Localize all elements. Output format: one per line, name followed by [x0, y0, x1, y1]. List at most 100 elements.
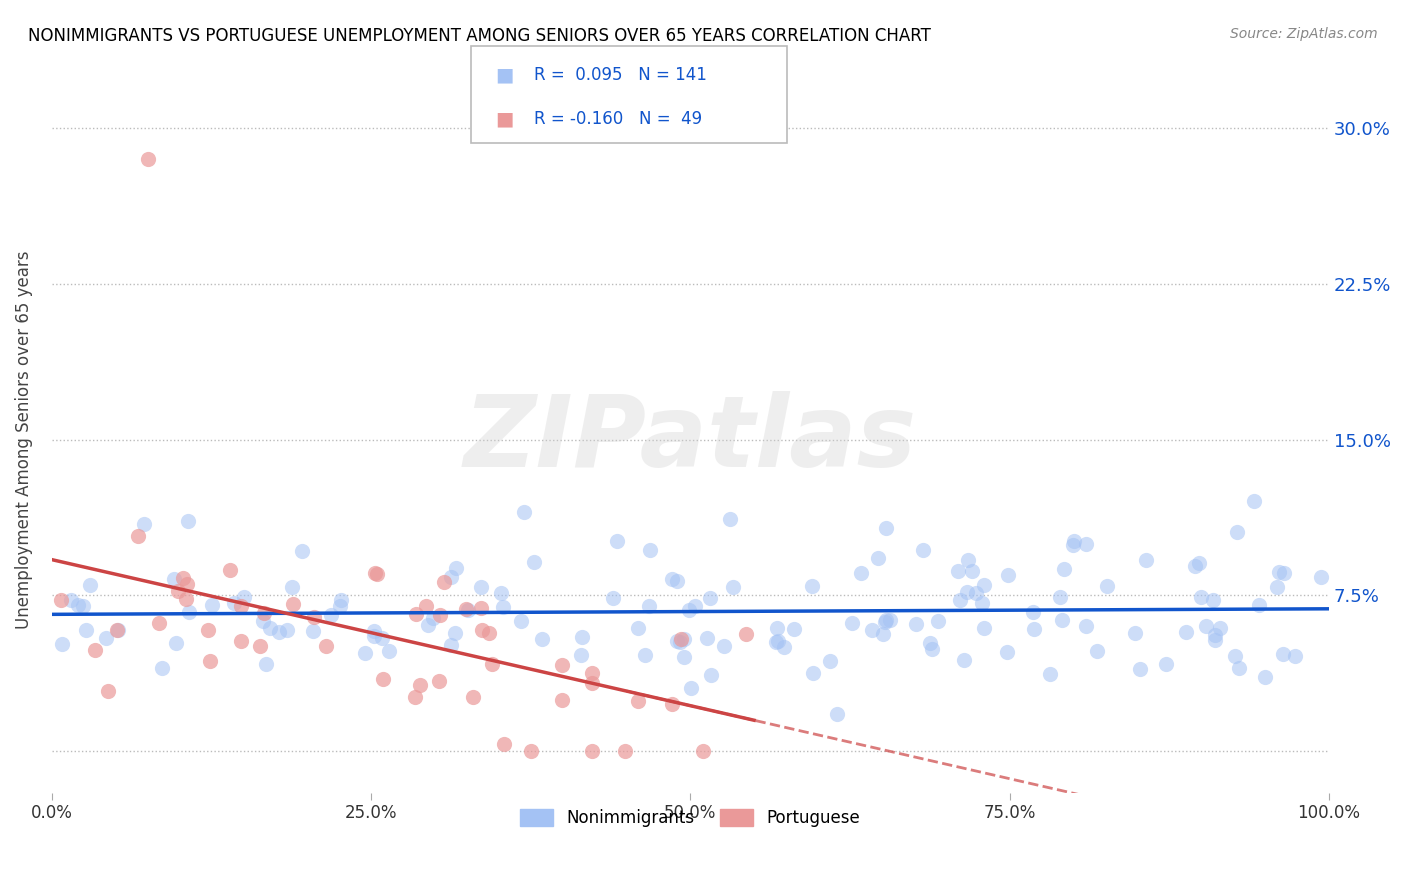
Point: [1154, 657, 1177, 671]
Point: [252, 614, 274, 628]
Point: [366, 566, 388, 581]
Point: [443, 626, 465, 640]
Point: [1175, 625, 1198, 640]
Point: [1076, 619, 1098, 633]
Point: [51, 637, 73, 651]
Point: [713, 639, 735, 653]
Point: [569, 648, 592, 662]
Text: ■: ■: [495, 109, 513, 128]
Point: [720, 512, 742, 526]
Point: [105, 624, 128, 638]
Point: [254, 657, 277, 672]
Point: [429, 608, 451, 623]
Point: [457, 603, 479, 617]
Point: [1129, 662, 1152, 676]
Point: [148, 615, 170, 630]
Point: [638, 543, 661, 558]
Point: [879, 613, 901, 627]
Point: [1074, 537, 1097, 551]
Point: [669, 632, 692, 647]
Point: [404, 690, 426, 705]
Point: [281, 597, 304, 611]
Point: [150, 661, 173, 675]
Point: [1204, 628, 1226, 642]
Point: [302, 624, 325, 638]
Point: [868, 550, 890, 565]
Point: [492, 600, 515, 615]
Point: [627, 694, 650, 708]
Point: [1022, 605, 1045, 619]
Point: [818, 654, 841, 668]
Point: [872, 627, 894, 641]
Point: [280, 580, 302, 594]
Point: [673, 632, 696, 646]
Point: [1188, 556, 1211, 570]
Point: [422, 611, 444, 625]
Point: [416, 618, 439, 632]
Point: [494, 737, 516, 751]
Point: [1095, 579, 1118, 593]
Point: [1062, 538, 1084, 552]
Point: [801, 666, 824, 681]
Point: [551, 657, 574, 672]
Point: [875, 521, 897, 535]
Point: [530, 632, 553, 647]
Point: [921, 641, 943, 656]
Point: [765, 635, 787, 649]
Point: [229, 599, 252, 614]
Point: [454, 602, 477, 616]
Point: [329, 599, 352, 613]
Point: [364, 566, 387, 580]
Point: [378, 644, 401, 658]
Point: [997, 568, 1019, 582]
Text: ■: ■: [495, 65, 513, 85]
Point: [692, 744, 714, 758]
Point: [581, 665, 603, 680]
Point: [1272, 647, 1295, 661]
Point: [79, 578, 101, 592]
Point: [1209, 621, 1232, 635]
Text: Source: ZipAtlas.com: Source: ZipAtlas.com: [1230, 27, 1378, 41]
Text: R =  0.095   N = 141: R = 0.095 N = 141: [534, 66, 707, 84]
Point: [1265, 580, 1288, 594]
Point: [253, 606, 276, 620]
Text: NONIMMIGRANTS VS PORTUGUESE UNEMPLOYMENT AMONG SENIORS OVER 65 YEARS CORRELATION: NONIMMIGRANTS VS PORTUGUESE UNEMPLOYMENT…: [28, 27, 931, 45]
Point: [973, 621, 995, 635]
Point: [685, 599, 707, 613]
Point: [634, 648, 657, 662]
Point: [735, 627, 758, 641]
Point: [49, 592, 72, 607]
Point: [614, 744, 637, 758]
Point: [470, 601, 492, 615]
Point: [773, 640, 796, 654]
Point: [463, 690, 485, 705]
Point: [860, 624, 883, 638]
Point: [513, 505, 536, 519]
Point: [1284, 648, 1306, 663]
Point: [668, 634, 690, 648]
Point: [1272, 566, 1295, 581]
Point: [481, 657, 503, 671]
Point: [1226, 525, 1249, 540]
Point: [1204, 632, 1226, 647]
Point: [571, 630, 593, 644]
Point: [696, 632, 718, 646]
Point: [918, 635, 941, 649]
Point: [1223, 649, 1246, 664]
Point: [873, 615, 896, 630]
Point: [132, 516, 155, 531]
Point: [96, 631, 118, 645]
Point: [765, 621, 787, 635]
Point: [699, 591, 721, 606]
Point: [269, 625, 291, 640]
Point: [218, 564, 240, 578]
Point: [666, 634, 689, 648]
Point: [136, 152, 159, 166]
Point: [627, 622, 650, 636]
Point: [946, 564, 969, 578]
Point: [699, 668, 721, 682]
Y-axis label: Unemployment Among Seniors over 65 years: Unemployment Among Seniors over 65 years: [15, 251, 32, 629]
Point: [721, 580, 744, 594]
Point: [1085, 644, 1108, 658]
Point: [291, 544, 314, 558]
